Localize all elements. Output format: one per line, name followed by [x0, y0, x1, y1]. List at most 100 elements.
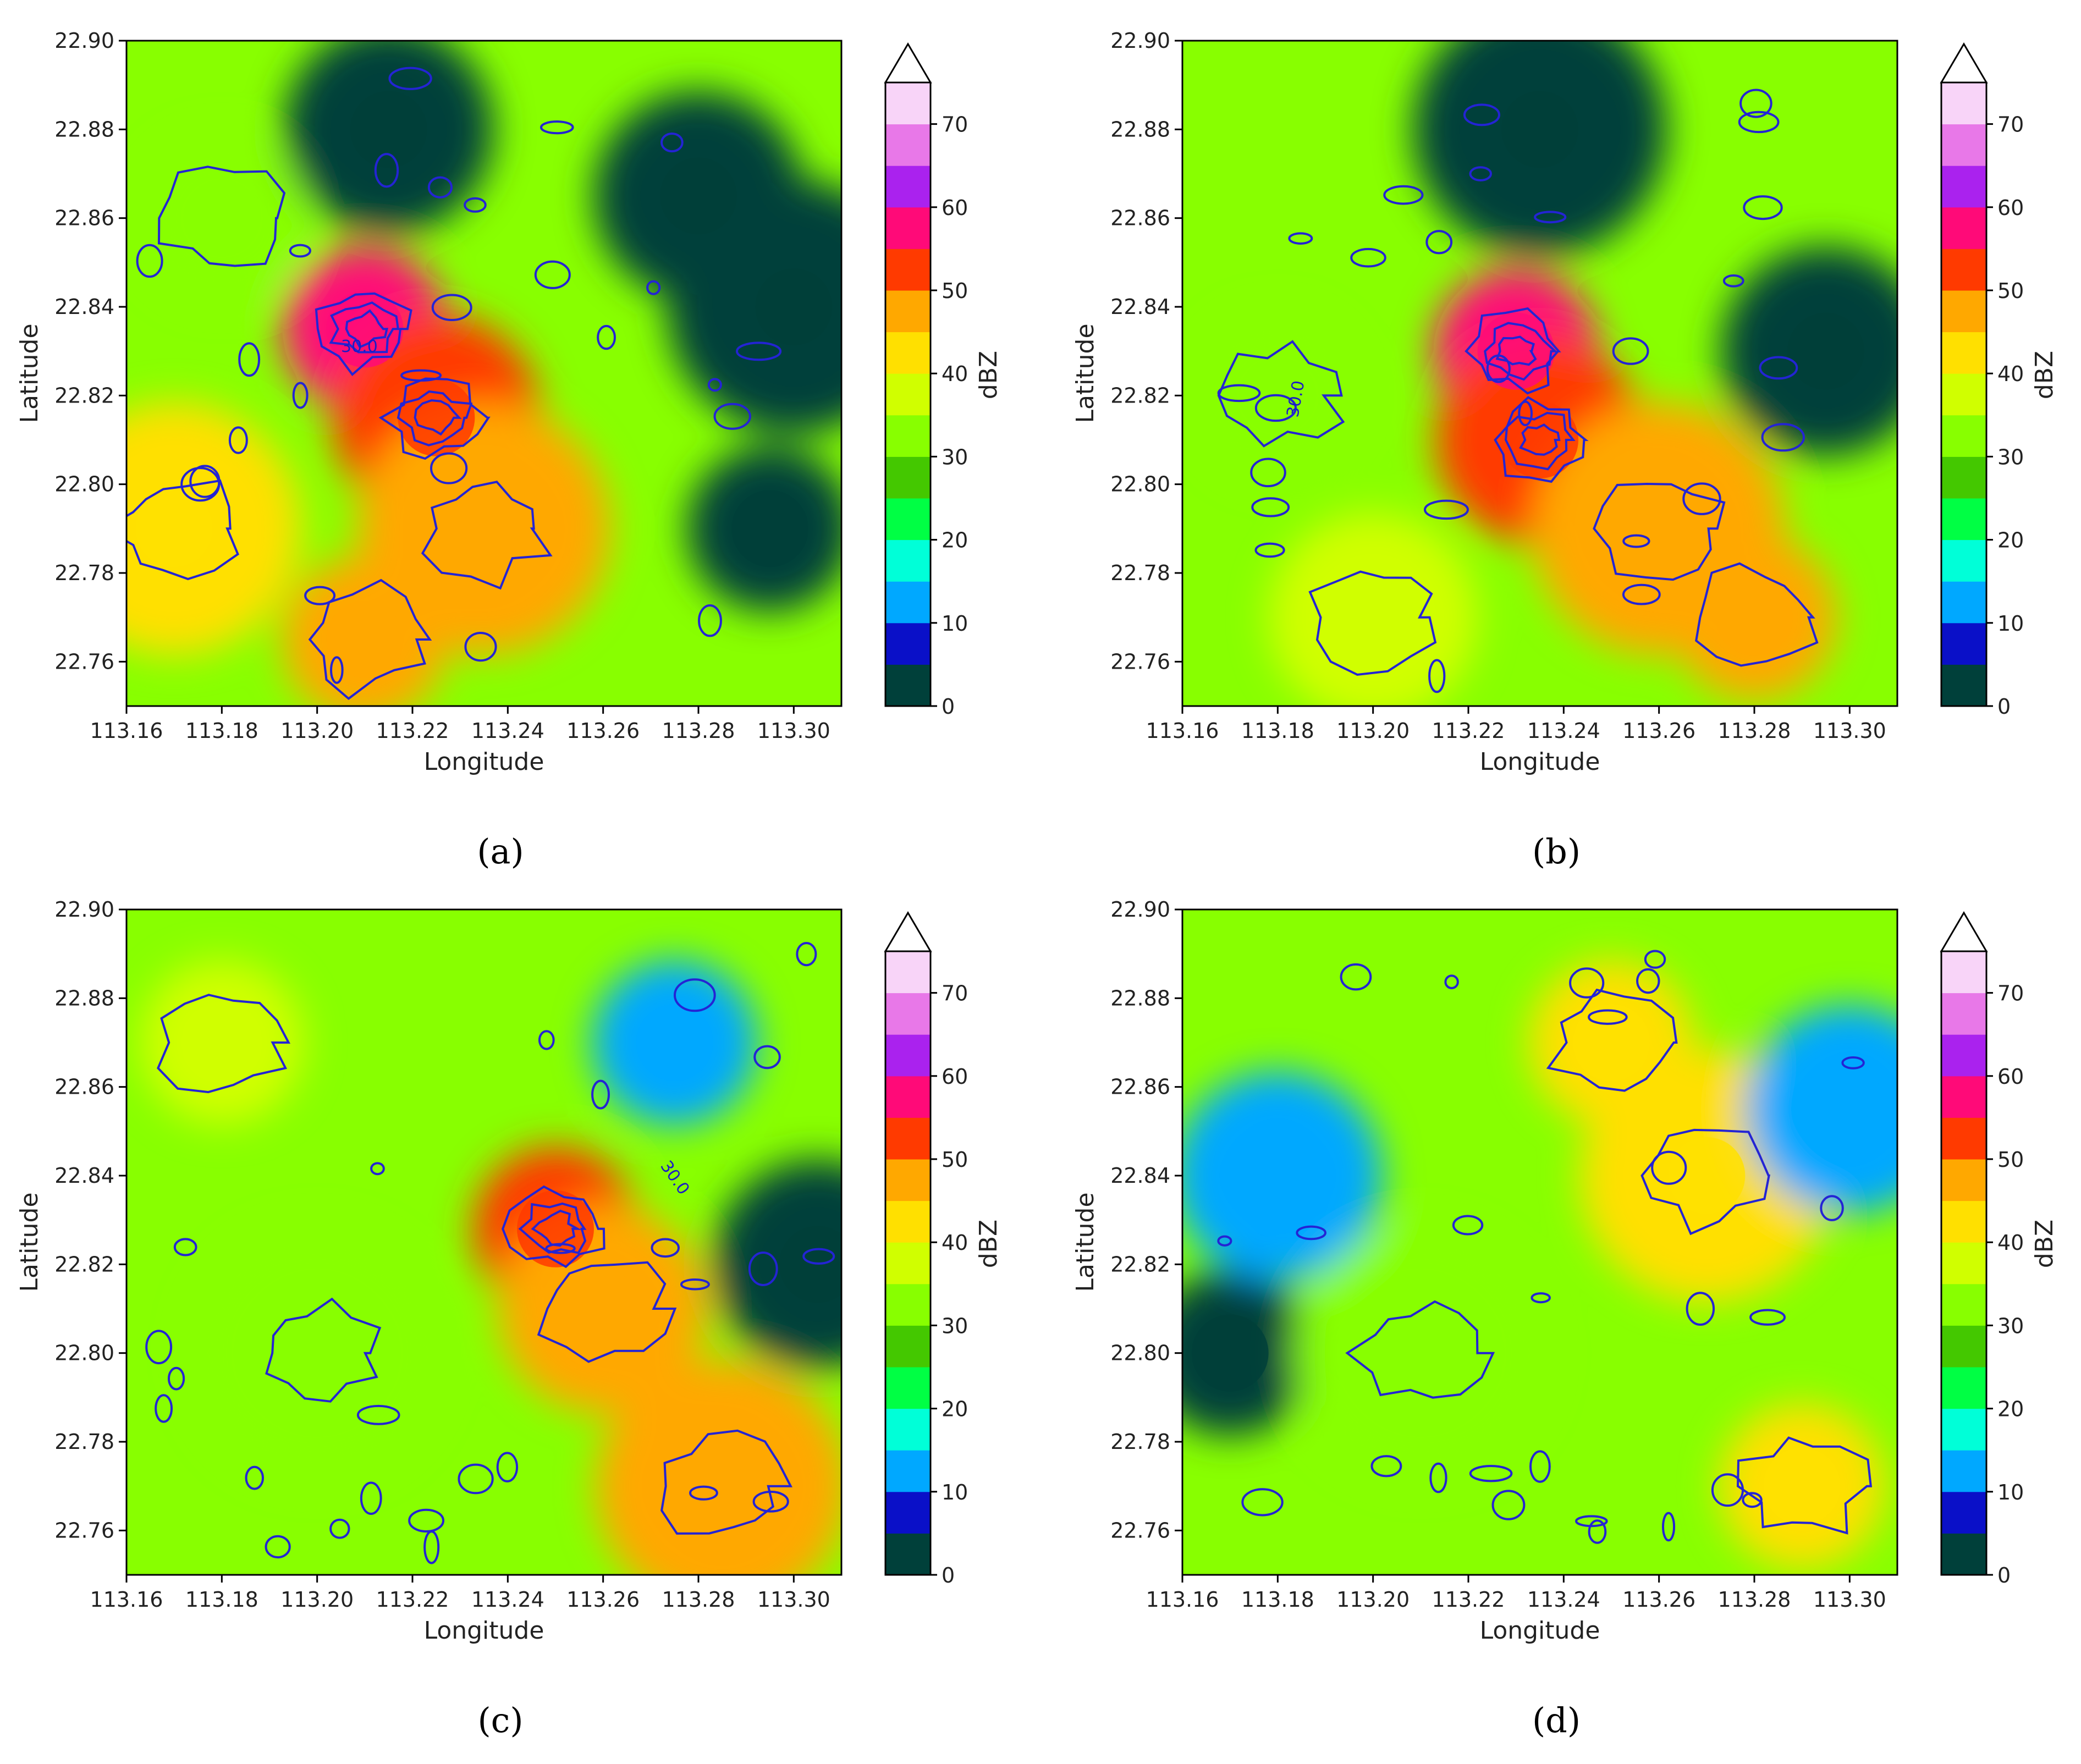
field-core	[1620, 490, 1698, 567]
colorbar-segment	[1941, 664, 1986, 707]
colorbar-segment	[885, 1242, 931, 1285]
contour-line	[1308, 570, 1437, 676]
contour-line	[1736, 1436, 1873, 1535]
field-core	[183, 1004, 261, 1081]
x-tick-label: 113.30	[1813, 1587, 1886, 1612]
colorbar-frame	[884, 950, 932, 1576]
reflectivity-field	[126, 41, 841, 706]
field-core	[445, 490, 522, 567]
y-tick-label: 22.76	[1110, 1518, 1170, 1542]
colorbar-tick-label: 70	[1997, 113, 2024, 137]
contour-line	[265, 1297, 382, 1403]
x-tick-label: 113.26	[566, 1587, 640, 1612]
colorbar-segment	[1941, 166, 1986, 208]
contour-line	[1519, 423, 1561, 456]
colorbar-segment	[885, 1533, 931, 1575]
contour-line	[315, 292, 412, 377]
contour-line	[646, 280, 661, 295]
field-core	[1763, 1447, 1841, 1525]
contour-line	[378, 377, 491, 460]
contour-line	[1722, 274, 1744, 288]
contour-layer	[1217, 950, 1873, 1544]
contour-line	[1612, 337, 1649, 365]
colorbar-tick-label: 20	[942, 1397, 968, 1421]
panel-a: 113.16 113.18 113.20 113.22 113.24 113.26 113.…	[15, 29, 1003, 872]
colorbar-label: dBZ	[2030, 1220, 2058, 1268]
y-axis-label: Latitude	[1071, 323, 1099, 423]
colorbar: 0 10 20 30 40 50 60 70 dBZ	[1940, 911, 2058, 1587]
contour-line	[545, 1243, 576, 1254]
x-tick-label: 113.22	[376, 719, 449, 743]
colorbar-segment	[1941, 1533, 1986, 1575]
x-axis-label: Longitude	[424, 1617, 544, 1645]
contour-line	[370, 1162, 385, 1176]
x-tick-label: 113.18	[185, 719, 258, 743]
field-core	[636, 1004, 713, 1081]
contour-line	[680, 1278, 710, 1291]
contour-line	[660, 1429, 792, 1535]
y-tick-label: 22.86	[1110, 1075, 1170, 1099]
y-axis-label: Latitude	[1071, 1192, 1099, 1292]
colorbar-segment	[1941, 1325, 1986, 1368]
contour-line	[408, 1508, 445, 1533]
x-tick-label: 113.24	[471, 1587, 544, 1612]
y-tick-label: 22.84	[1110, 295, 1170, 319]
contour-line	[531, 1209, 582, 1247]
contour-line	[736, 341, 782, 361]
field-core	[1716, 578, 1793, 656]
y-tick-label: 22.78	[54, 561, 114, 585]
reflectivity-field	[1182, 909, 1897, 1575]
colorbar-label: dBZ	[975, 351, 1003, 399]
colorbar-segment	[885, 664, 931, 707]
contour-line	[1742, 1492, 1763, 1508]
colorbar-segment	[1941, 1450, 1986, 1492]
contour-line	[329, 301, 400, 354]
colorbar-segment	[885, 581, 931, 624]
field-core	[183, 179, 261, 257]
contour-line	[1350, 247, 1386, 268]
contour-line	[1711, 1473, 1744, 1507]
colorbar-segment	[885, 1491, 931, 1534]
contour-line	[1622, 583, 1661, 605]
contour-line	[265, 1535, 291, 1559]
contour-line	[1593, 482, 1726, 581]
colorbar-segment	[885, 1034, 931, 1077]
contour-line	[802, 1248, 835, 1265]
field-core	[684, 1447, 761, 1525]
colorbar-segment	[1941, 993, 1986, 1035]
colorbar-segment	[1941, 1491, 1986, 1534]
y-tick-label: 22.78	[1110, 561, 1170, 585]
colorbar-segment	[885, 290, 931, 333]
colorbar-segment	[885, 951, 931, 994]
y-tick-label: 22.88	[1110, 117, 1170, 141]
x-tick-label: 113.30	[757, 1587, 830, 1612]
colorbar-tick-label: 70	[1997, 982, 2024, 1006]
colorbar-label: dBZ	[975, 1220, 1003, 1268]
x-ticks: 113.16 113.18 113.20 113.22 113.24 113.26 113.…	[1146, 1575, 1886, 1612]
contour-line	[689, 1485, 718, 1501]
contour-line	[289, 244, 311, 258]
plot-frame	[1181, 40, 1898, 707]
colorbar-tick-label: 30	[1997, 1314, 2024, 1338]
panel-caption: (d)	[1532, 1700, 1581, 1740]
colorbar-segment	[1941, 1367, 1986, 1409]
x-tick-label: 113.16	[1146, 719, 1219, 743]
contour-line	[537, 1261, 677, 1363]
contour-line	[421, 481, 553, 590]
contour-line	[1463, 103, 1500, 126]
colorbar-tick-label: 0	[942, 1563, 955, 1587]
contour-line	[1534, 211, 1567, 224]
colorbar-tick-label: 60	[1997, 1065, 2024, 1089]
panel-caption: (a)	[477, 831, 524, 872]
colorbar-segment	[1941, 581, 1986, 624]
plot-frame	[125, 40, 843, 707]
x-tick-label: 113.22	[1432, 719, 1505, 743]
contour-line	[1428, 659, 1446, 693]
colorbar-segment	[1941, 82, 1986, 125]
colorbar-segment	[1941, 622, 1986, 665]
y-tick-label: 22.76	[54, 649, 114, 674]
field-core	[1191, 1314, 1269, 1392]
contour-line	[1288, 232, 1313, 245]
field-core	[1382, 1314, 1460, 1392]
